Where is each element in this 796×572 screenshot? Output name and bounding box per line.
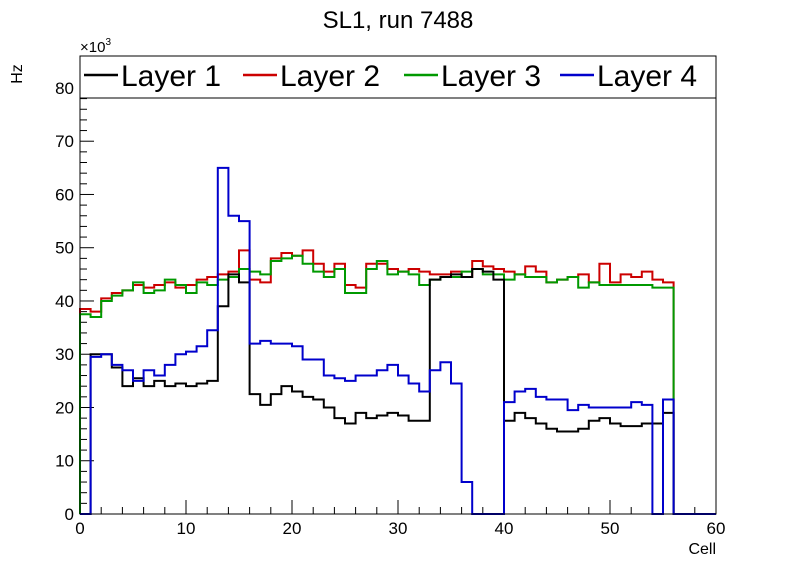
axes-group: 0 10 20 30 40 50 60 70 80 0 10 20 30 40 50 60 [55,55,726,538]
legend-label-layer-1: Layer 1 [121,60,221,93]
y-tick-label: 10 [55,452,74,471]
x-tick-label: 10 [177,519,196,538]
y-axis-multiplier-base: ×10 [80,39,105,56]
series-line-layer-2 [79,249,716,515]
series-line-layer-3 [79,254,716,515]
y-tick-label: 20 [55,398,74,417]
y-axis-label: Hz [9,64,26,84]
legend-label-layer-3: Layer 3 [441,60,541,93]
x-tick-label: 60 [707,519,726,538]
x-tick-label: 20 [283,519,302,538]
legend-label-layer-4: Layer 4 [597,60,697,93]
y-tick-label: 80 [55,79,74,98]
series-group [79,166,716,515]
series-line-layer-1 [80,268,716,515]
y-tick-label: 0 [65,505,74,524]
x-tick-label: 40 [495,519,514,538]
y-tick-label: 70 [55,132,74,151]
legend: Layer 1 Layer 2 Layer 3 Layer 4 [79,55,717,99]
x-tick-label: 0 [75,519,84,538]
legend-box [79,55,717,99]
x-axis-label: Cell [688,541,716,558]
x-tick-label: 50 [601,519,620,538]
legend-label-layer-2: Layer 2 [280,60,380,93]
y-axis-multiplier-exponent: 3 [105,37,111,48]
series-line-layer-4 [80,166,716,515]
y-tick-label: 60 [55,185,74,204]
chart-title: SL1, run 7488 [323,7,474,34]
y-tick-label: 30 [55,345,74,364]
y-tick-label: 50 [55,239,74,258]
y-tick-label: 40 [55,292,74,311]
x-tick-label: 30 [389,519,408,538]
y-axis-multiplier: ×103 [80,37,111,56]
